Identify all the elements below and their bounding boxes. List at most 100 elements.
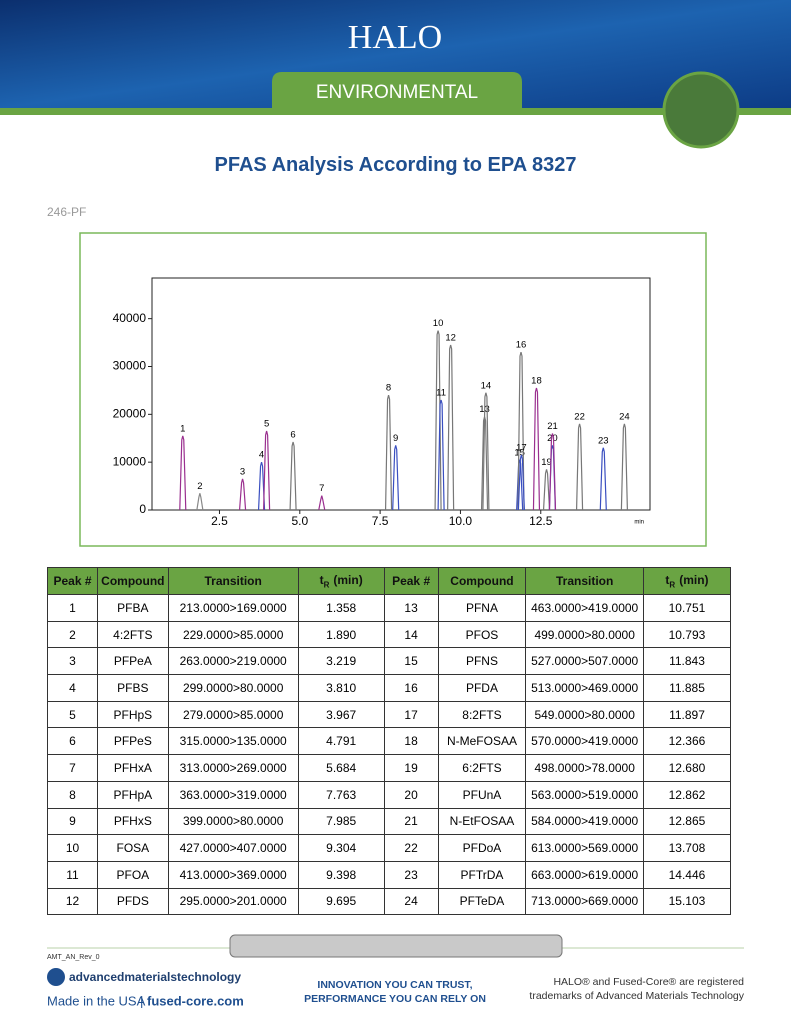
peak <box>542 469 551 511</box>
peak-label: 14 <box>481 380 492 391</box>
table-cell: 1.358 <box>297 594 385 622</box>
table-cell: 413.0000>369.0000 <box>167 860 299 889</box>
x-tick-label: 2.5 <box>211 514 228 528</box>
x-axis-label: min <box>634 520 644 526</box>
table-row: 6 PFPeS 315.0000>135.0000 4.791 18 N-MeFOSAA 5… <box>47 727 732 756</box>
table-cell: 3.810 <box>297 674 385 702</box>
company: advancedmaterialstechnology <box>69 970 241 984</box>
table-cell: PFTrDA <box>437 860 527 889</box>
company-icon <box>47 968 65 986</box>
header-cell: Transition <box>525 567 644 595</box>
table-cell: 563.0000>519.0000 <box>525 780 644 809</box>
table-cell: 14 <box>383 620 439 649</box>
peak-label: 17 <box>516 443 527 454</box>
table-row: 1 PFBA 213.0000>169.0000 1.358 13 PFNA 463.000… <box>47 594 732 622</box>
peak-label: 22 <box>574 411 585 422</box>
table-cell: 315.0000>135.0000 <box>167 727 299 756</box>
table-cell: 12.680 <box>642 754 732 782</box>
table-cell: N-MeFOSAA <box>437 727 527 756</box>
table-row: 3 PFPeA 263.0000>219.0000 3.219 15 PFNS 527.00… <box>47 647 732 676</box>
table-cell: 12 <box>47 887 98 916</box>
header-cell: Peak # <box>47 567 98 595</box>
peak <box>620 423 628 511</box>
table-cell: 9 <box>47 807 98 836</box>
table-cell: PFPeA <box>97 647 169 676</box>
table-cell: PFOA <box>97 860 169 889</box>
table-cell: 12.865 <box>642 807 732 836</box>
peak <box>575 423 584 511</box>
peak-label: 2 <box>197 481 202 492</box>
site: fused-core.com <box>147 993 244 1008</box>
table-cell: 713.0000>669.0000 <box>525 887 644 916</box>
column-image <box>229 934 563 958</box>
peak-label: 3 <box>240 466 245 477</box>
table-cell: 513.0000>469.0000 <box>525 674 644 702</box>
peak-label: 4 <box>259 450 264 461</box>
table-cell: 7 <box>47 754 98 782</box>
header-cell: Compound <box>437 567 527 595</box>
peak <box>517 454 525 511</box>
table-cell: 23 <box>383 860 439 889</box>
y-tick-label: 40000 <box>113 311 147 325</box>
table-cell: 13.708 <box>642 834 732 862</box>
table-cell: 21 <box>383 807 439 836</box>
table-cell: 6:2FTS <box>437 754 527 782</box>
table-cell: 1.890 <box>297 620 385 649</box>
table-cell: 6 <box>47 727 98 756</box>
peak <box>392 445 400 511</box>
peak-label: 19 <box>541 457 552 468</box>
table-cell: 295.0000>201.0000 <box>167 887 299 916</box>
table-cell: 1 <box>47 594 98 622</box>
peak <box>548 433 557 511</box>
slogan: INNOVATION YOU CAN TRUST, <box>317 979 472 991</box>
peak-label: 21 <box>547 421 558 432</box>
table-cell: FOSA <box>97 834 169 862</box>
table-cell: 3.967 <box>297 700 385 729</box>
table-cell: 4:2FTS <box>97 620 169 649</box>
x-tick-label: 7.5 <box>372 514 389 528</box>
header-cell: Transition <box>167 567 299 595</box>
plot-area <box>151 277 651 511</box>
y-tick-label: 10000 <box>113 454 147 468</box>
peak <box>384 395 393 511</box>
table-cell: 4.791 <box>297 727 385 756</box>
forest-photo <box>662 71 740 149</box>
title: PFAS Analysis According to EPA 8327 <box>214 154 577 176</box>
logo: HALO <box>348 19 442 56</box>
peak-label: 16 <box>516 340 527 351</box>
table-cell: 24 <box>383 887 439 916</box>
table-cell: 498.0000>78.0000 <box>525 754 644 782</box>
table-cell: PFHxA <box>97 754 169 782</box>
peak-label: 11 <box>436 387 446 398</box>
x-tick-label: 5.0 <box>291 514 308 528</box>
peak-table: Peak # Compound Transition tR (min) Peak # Com… <box>47 567 732 916</box>
separator: | <box>140 993 143 1008</box>
table-cell: PFDA <box>437 674 527 702</box>
table-row: 8 PFHpA 363.0000>319.0000 7.763 20 PFUnA 563.0… <box>47 780 732 809</box>
table-cell: 3 <box>47 647 98 676</box>
peak-label: 24 <box>619 411 630 422</box>
table-cell: 5.684 <box>297 754 385 782</box>
peak <box>437 399 445 511</box>
peak <box>517 351 525 511</box>
header-cell: tR (min) <box>642 567 732 595</box>
table-cell: 11.885 <box>642 674 732 702</box>
table-cell: 18 <box>383 727 439 756</box>
table-cell: 313.0000>269.0000 <box>167 754 299 782</box>
table-cell: 15.103 <box>642 887 732 916</box>
table-cell: 8 <box>47 780 98 809</box>
table-cell: 663.0000>619.0000 <box>525 860 644 889</box>
table-cell: 2 <box>47 620 98 649</box>
peak <box>532 387 541 511</box>
header-cell: Peak # <box>383 567 439 595</box>
table-cell: 10 <box>47 834 98 862</box>
table-cell: 7.763 <box>297 780 385 809</box>
peak <box>238 478 247 511</box>
banner: ENVIRONMENTAL <box>316 82 478 103</box>
table-cell: 279.0000>85.0000 <box>167 700 299 729</box>
table-cell: PFNS <box>437 647 527 676</box>
peak <box>179 435 187 511</box>
table-cell: 549.0000>80.0000 <box>525 700 644 729</box>
table-cell: PFPeS <box>97 727 169 756</box>
table-cell: 10.751 <box>642 594 732 622</box>
